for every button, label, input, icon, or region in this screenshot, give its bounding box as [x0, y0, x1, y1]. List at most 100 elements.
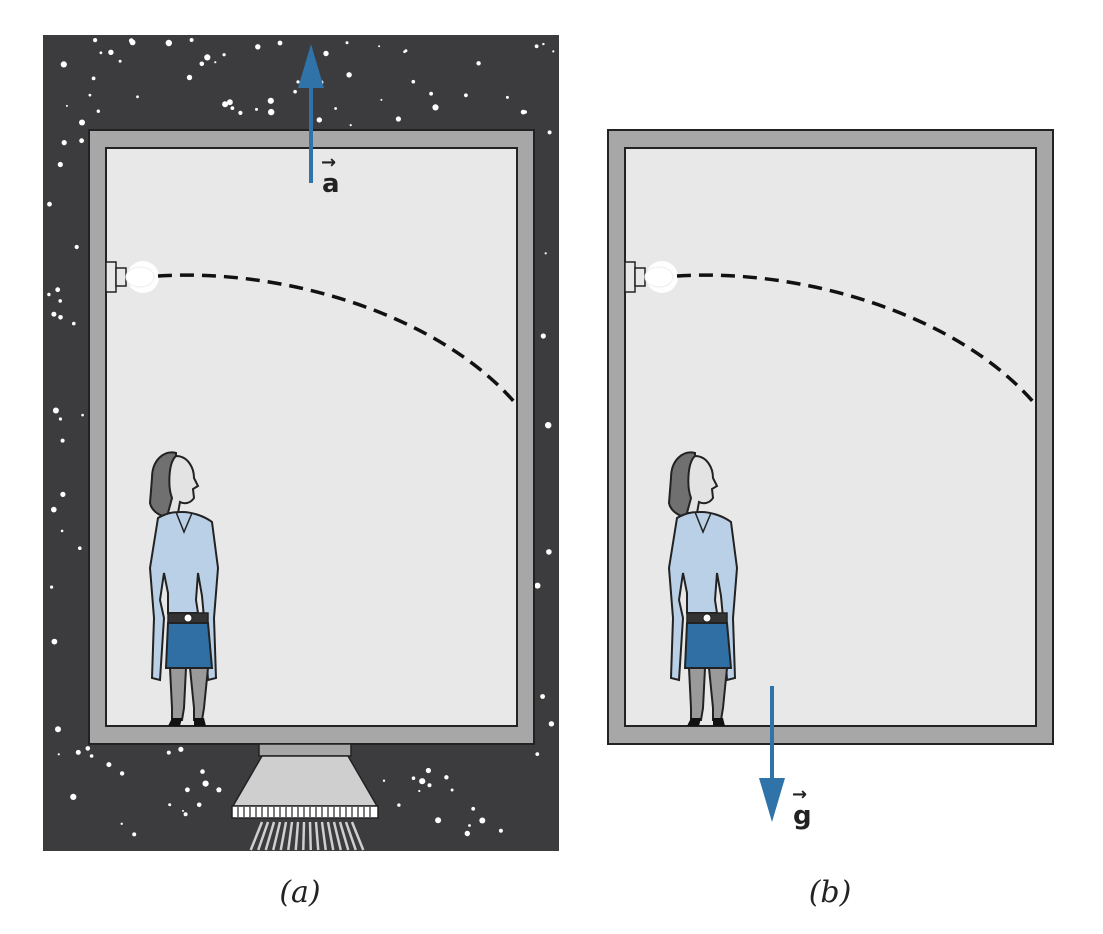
star — [349, 124, 352, 127]
star — [535, 752, 540, 756]
star — [200, 769, 205, 774]
star — [88, 93, 92, 97]
vector-label-a: a — [322, 169, 340, 199]
star — [202, 780, 209, 787]
star — [183, 812, 188, 817]
star — [79, 119, 85, 126]
star — [74, 244, 79, 250]
star — [547, 130, 552, 135]
acceleration-label: → a — [321, 152, 340, 199]
star — [91, 76, 96, 81]
star — [118, 59, 122, 63]
star — [444, 775, 449, 780]
star — [545, 422, 552, 429]
star — [418, 789, 421, 793]
star — [395, 116, 401, 122]
star — [165, 39, 172, 47]
star — [58, 299, 62, 303]
light-bulb-icon — [624, 261, 678, 293]
vector-label-g: g — [793, 801, 812, 831]
star — [222, 101, 229, 108]
star — [204, 54, 211, 61]
star — [464, 93, 468, 98]
star — [119, 771, 125, 776]
star — [378, 45, 381, 48]
star — [79, 138, 84, 144]
star — [544, 252, 547, 255]
svg-text:→: → — [321, 152, 336, 173]
star — [51, 311, 57, 317]
star — [435, 817, 442, 824]
star — [129, 39, 136, 46]
star — [540, 333, 546, 339]
caption-a: (a) — [279, 875, 320, 910]
star — [50, 585, 54, 589]
star — [238, 110, 243, 115]
star — [85, 746, 91, 751]
star — [411, 79, 416, 84]
star — [382, 779, 386, 782]
star — [540, 694, 545, 699]
star — [380, 98, 383, 101]
star — [464, 830, 470, 837]
star — [93, 38, 98, 43]
star — [60, 491, 66, 497]
star — [61, 140, 67, 146]
star — [120, 822, 123, 825]
star — [479, 817, 486, 824]
star — [268, 108, 275, 116]
star — [132, 832, 137, 837]
star — [450, 788, 454, 792]
star — [57, 753, 60, 756]
star — [548, 721, 555, 727]
star — [166, 750, 171, 755]
rocket-thruster-icon — [231, 743, 379, 851]
stars — [47, 38, 555, 837]
star — [47, 292, 51, 297]
star — [199, 61, 205, 67]
star — [403, 50, 406, 54]
star — [55, 726, 61, 733]
star — [52, 407, 59, 414]
star — [60, 61, 67, 68]
star — [58, 417, 63, 421]
star — [78, 546, 82, 550]
star — [267, 97, 274, 104]
svg-text:→: → — [792, 784, 807, 805]
star — [216, 787, 222, 793]
star — [182, 809, 184, 812]
star — [178, 746, 184, 752]
star — [89, 754, 94, 758]
acceleration-vector — [298, 44, 324, 183]
star — [427, 783, 432, 788]
star — [230, 106, 235, 110]
star — [47, 201, 52, 207]
star — [185, 787, 190, 793]
star — [51, 506, 57, 513]
star — [419, 778, 426, 785]
gravity-vector — [759, 686, 785, 822]
star — [277, 40, 283, 46]
light-bulb-icon — [105, 261, 159, 293]
star — [75, 749, 81, 755]
star — [81, 413, 84, 417]
star — [196, 802, 202, 808]
star — [227, 99, 233, 106]
star — [60, 438, 65, 443]
star — [70, 793, 77, 801]
star — [222, 53, 226, 57]
star — [397, 803, 401, 807]
star — [429, 91, 433, 96]
star — [99, 51, 103, 55]
star — [255, 107, 258, 111]
panel-b: → g (b) — [607, 129, 1054, 910]
star — [65, 104, 68, 107]
panel-a: → a (a) — [43, 35, 559, 910]
star — [346, 72, 352, 78]
star — [136, 95, 139, 99]
star — [255, 44, 261, 50]
star — [471, 806, 476, 811]
star — [476, 61, 481, 66]
star — [316, 117, 322, 123]
